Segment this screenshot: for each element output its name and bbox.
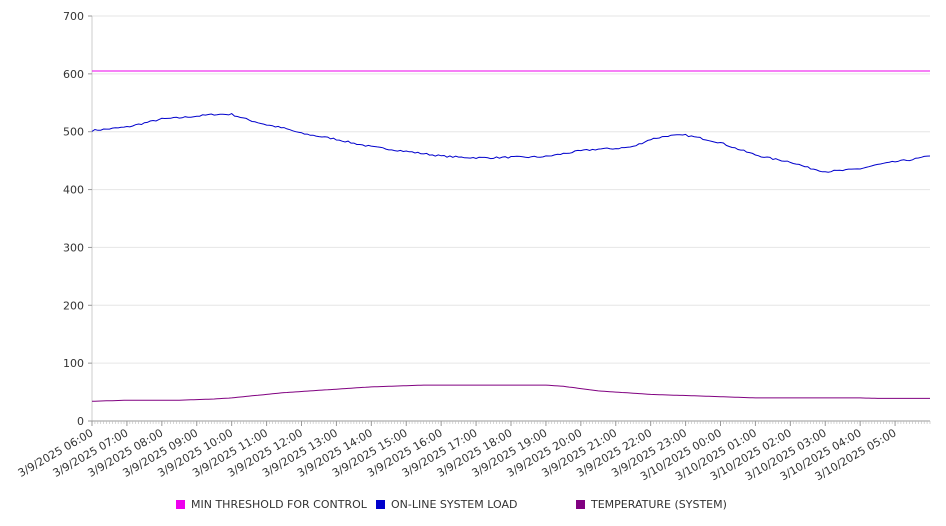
axes — [91, 16, 930, 422]
series-line-2 — [91, 384, 930, 402]
y-tick-label-400: 400 — [63, 184, 84, 197]
y-tick-label-200: 200 — [63, 299, 84, 312]
legend-label-min-threshold: MIN THRESHOLD FOR CONTROL — [191, 498, 367, 511]
legend-label-temperature: TEMPERATURE (SYSTEM) — [591, 498, 727, 511]
series-line-1 — [91, 113, 931, 173]
gridlines — [92, 15, 930, 364]
y-tick-label-600: 600 — [63, 68, 84, 81]
legend-item-system-load: ON-LINE SYSTEM LOAD — [376, 498, 517, 511]
legend-swatch-min-threshold — [176, 500, 185, 509]
y-tick-label-300: 300 — [63, 241, 84, 254]
y-tick-label-500: 500 — [63, 126, 84, 139]
legend-label-system-load: ON-LINE SYSTEM LOAD — [391, 498, 518, 511]
legend-swatch-system-load — [376, 500, 385, 509]
series-lines — [91, 70, 931, 402]
legend-swatch-temperature — [576, 500, 585, 509]
y-axis-ticks: 0 100 200 300 400 500 600 700 — [63, 10, 92, 428]
legend-item-temperature: TEMPERATURE (SYSTEM) — [576, 498, 727, 511]
legend: MIN THRESHOLD FOR CONTROL ON-LINE SYSTEM… — [0, 498, 946, 514]
legend-item-min-threshold: MIN THRESHOLD FOR CONTROL — [176, 498, 367, 511]
y-tick-label-700: 700 — [63, 10, 84, 23]
x-axis-ticks: 3/9/2025 06:003/9/2025 07:003/9/2025 08:… — [16, 421, 931, 483]
y-tick-label-0: 0 — [77, 415, 84, 428]
y-tick-label-100: 100 — [63, 357, 84, 370]
